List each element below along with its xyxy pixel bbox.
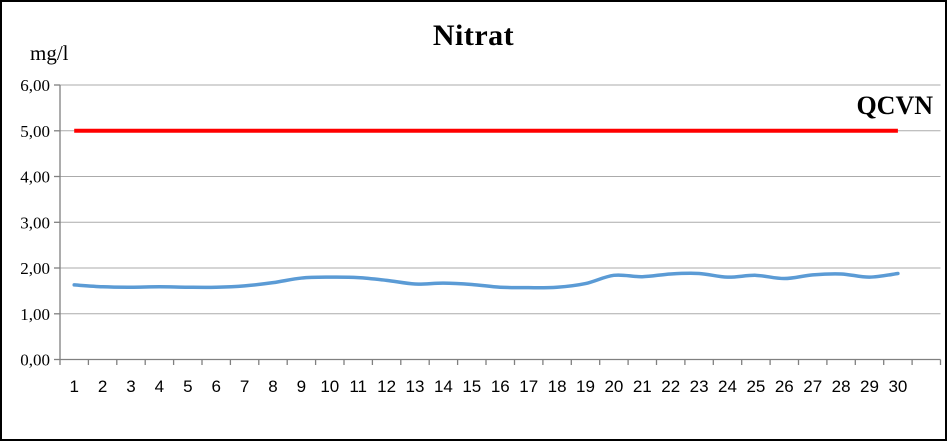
x-tick-label: 21	[633, 377, 652, 396]
x-tick-label: 1	[69, 377, 78, 396]
x-tick-label: 27	[803, 377, 822, 396]
x-tick-label: 26	[775, 377, 794, 396]
x-tick-label: 28	[832, 377, 851, 396]
chart-title: Nitrat	[432, 19, 515, 52]
x-tick-label: 16	[491, 377, 510, 396]
y-axis-unit-label: mg/l	[30, 41, 69, 65]
x-tick-label: 10	[320, 377, 339, 396]
gridlines	[60, 84, 941, 315]
x-tick-label: 6	[211, 377, 220, 396]
qcvn-annotation: QCVN	[856, 91, 933, 120]
x-tick-label: 17	[519, 377, 538, 396]
x-tick-label: 9	[297, 377, 306, 396]
x-tick-label: 24	[718, 377, 737, 396]
y-tick-label: 1,00	[20, 305, 50, 324]
x-tick-label: 19	[576, 377, 595, 396]
axis-ticks	[54, 84, 942, 365]
y-tick-label: 2,00	[20, 259, 50, 278]
nitrat-series-line	[72, 271, 900, 290]
x-tick-label: 18	[548, 377, 567, 396]
x-tick-label: 4	[155, 377, 164, 396]
x-tick-label: 20	[604, 377, 623, 396]
x-tick-label: 7	[240, 377, 249, 396]
y-tick-label: 0,00	[20, 351, 50, 370]
x-tick-label: 22	[661, 377, 680, 396]
x-tick-label: 2	[98, 377, 107, 396]
y-tick-label: 3,00	[20, 213, 50, 232]
x-tick-label: 11	[349, 377, 367, 396]
x-tick-label: 3	[126, 377, 135, 396]
x-tick-label: 30	[888, 377, 907, 396]
y-tick-label: 4,00	[20, 168, 50, 187]
x-tick-labels: 1 2 3 4 5 6 7 8 9 10 11 12 13 14 15 16 17 18 19 20 21 22 23 24 2…	[69, 377, 907, 396]
y-tick-label: 5,00	[20, 122, 50, 141]
x-tick-label: 13	[406, 377, 425, 396]
x-tick-label: 23	[690, 377, 709, 396]
x-tick-label: 5	[183, 377, 192, 396]
y-tick-label: 6,00	[20, 76, 50, 95]
x-tick-label: 25	[746, 377, 765, 396]
y-tick-labels: 0,00 1,00 2,00 3,00 4,00 5,00 6,00	[20, 76, 50, 370]
x-tick-label: 14	[434, 377, 453, 396]
x-tick-label: 29	[860, 377, 879, 396]
x-tick-label: 15	[462, 377, 481, 396]
x-tick-label: 12	[377, 377, 396, 396]
x-tick-label: 8	[268, 377, 277, 396]
